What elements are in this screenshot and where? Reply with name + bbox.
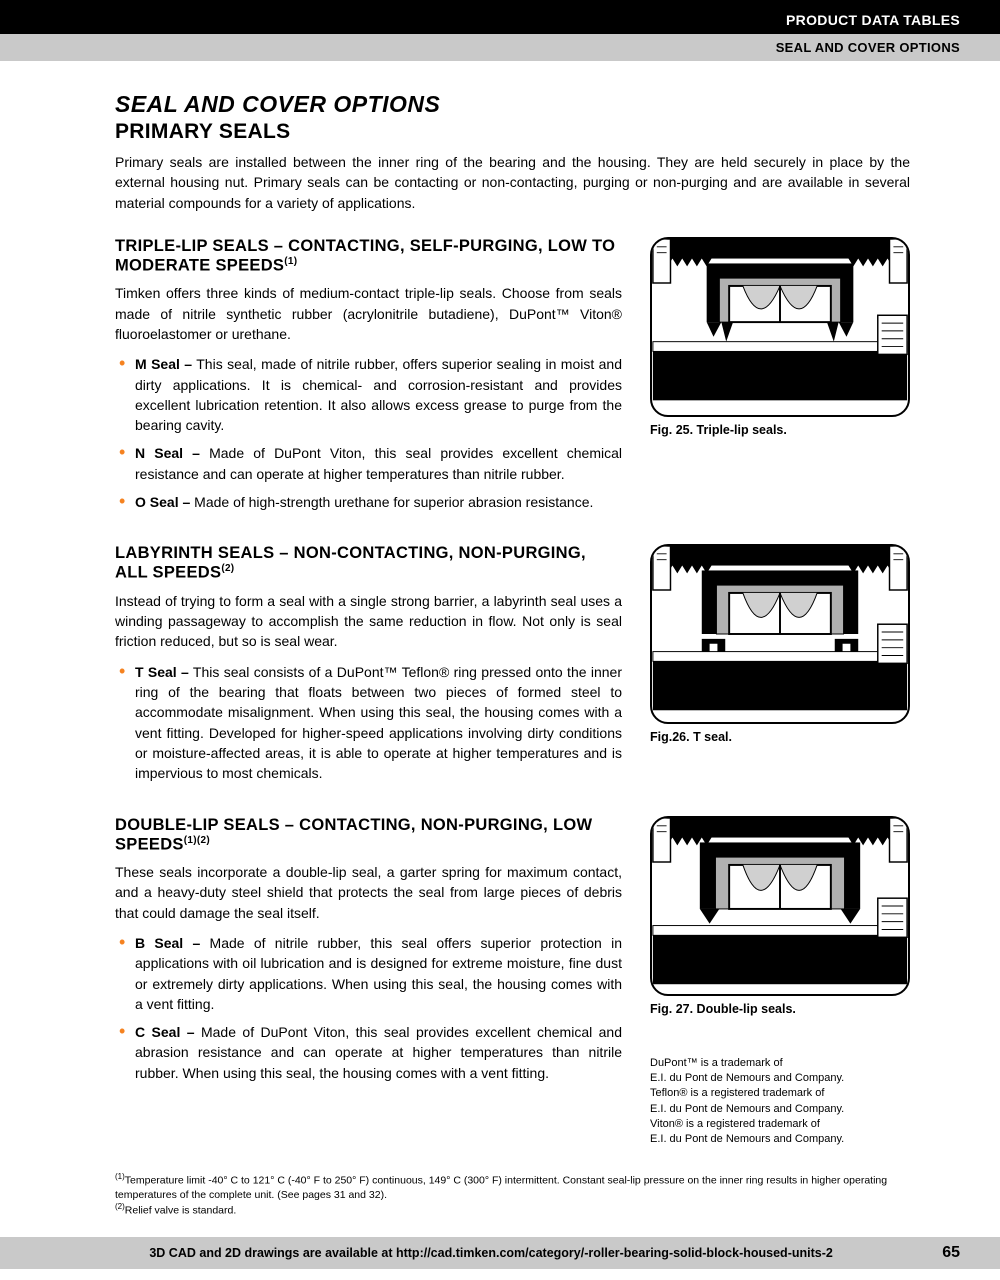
double-lip-diagram-icon [652, 818, 908, 994]
main-title: SEAL AND COVER OPTIONS [115, 91, 910, 118]
triple-heading: TRIPLE-LIP SEALS – CONTACTING, SELF-PURG… [115, 237, 622, 276]
trademark-note: DuPont™ is a trademark of E.I. du Pont d… [650, 1056, 910, 1148]
triple-body: Timken offers three kinds of medium-cont… [115, 283, 622, 344]
figure-26-caption: Fig.26. T seal. [650, 730, 910, 744]
list-item: M Seal – This seal, made of nitrile rubb… [115, 354, 622, 435]
footer-bar: 3D CAD and 2D drawings are available at … [0, 1237, 1000, 1269]
double-body: These seals incorporate a double-lip sea… [115, 862, 622, 923]
labyrinth-bullet-list: T Seal – This seal consists of a DuPont™… [115, 662, 622, 784]
triple-bullet-list: M Seal – This seal, made of nitrile rubb… [115, 354, 622, 512]
header-gray-label: SEAL AND COVER OPTIONS [776, 40, 960, 55]
labyrinth-heading: LABYRINTH SEALS – NON-CONTACTING, NON-PU… [115, 544, 622, 583]
double-bullet-list: B Seal – Made of nitrile rubber, this se… [115, 933, 622, 1083]
list-item: B Seal – Made of nitrile rubber, this se… [115, 933, 622, 1014]
intro-paragraph: Primary seals are installed between the … [115, 152, 910, 213]
header-black-bar: PRODUCT DATA TABLES [0, 0, 1000, 34]
footnotes: (1)Temperature limit -40° C to 121° C (-… [115, 1172, 910, 1218]
section-triple-lip: TRIPLE-LIP SEALS – CONTACTING, SELF-PURG… [115, 237, 910, 520]
list-item: T Seal – This seal consists of a DuPont™… [115, 662, 622, 784]
figure-26 [650, 544, 910, 724]
footer-text: 3D CAD and 2D drawings are available at … [40, 1246, 942, 1260]
triple-lip-diagram-icon [652, 239, 908, 415]
figure-25 [650, 237, 910, 417]
figure-25-caption: Fig. 25. Triple-lip seals. [650, 423, 910, 437]
header-black-label: PRODUCT DATA TABLES [786, 12, 960, 28]
figure-27 [650, 816, 910, 996]
double-heading: DOUBLE-LIP SEALS – CONTACTING, NON-PURGI… [115, 816, 622, 855]
section-labyrinth: LABYRINTH SEALS – NON-CONTACTING, NON-PU… [115, 544, 910, 791]
header-gray-bar: SEAL AND COVER OPTIONS [0, 34, 1000, 61]
page-content: SEAL AND COVER OPTIONS PRIMARY SEALS Pri… [0, 61, 1000, 1237]
list-item: O Seal – Made of high-strength urethane … [115, 492, 622, 512]
page-number: 65 [942, 1244, 960, 1262]
t-seal-diagram-icon [652, 546, 908, 722]
subtitle: PRIMARY SEALS [115, 120, 910, 144]
section-double-lip: DOUBLE-LIP SEALS – CONTACTING, NON-PURGI… [115, 816, 910, 1148]
list-item: N Seal – Made of DuPont Viton, this seal… [115, 443, 622, 484]
labyrinth-body: Instead of trying to form a seal with a … [115, 591, 622, 652]
figure-27-caption: Fig. 27. Double-lip seals. [650, 1002, 910, 1016]
list-item: C Seal – Made of DuPont Viton, this seal… [115, 1022, 622, 1083]
